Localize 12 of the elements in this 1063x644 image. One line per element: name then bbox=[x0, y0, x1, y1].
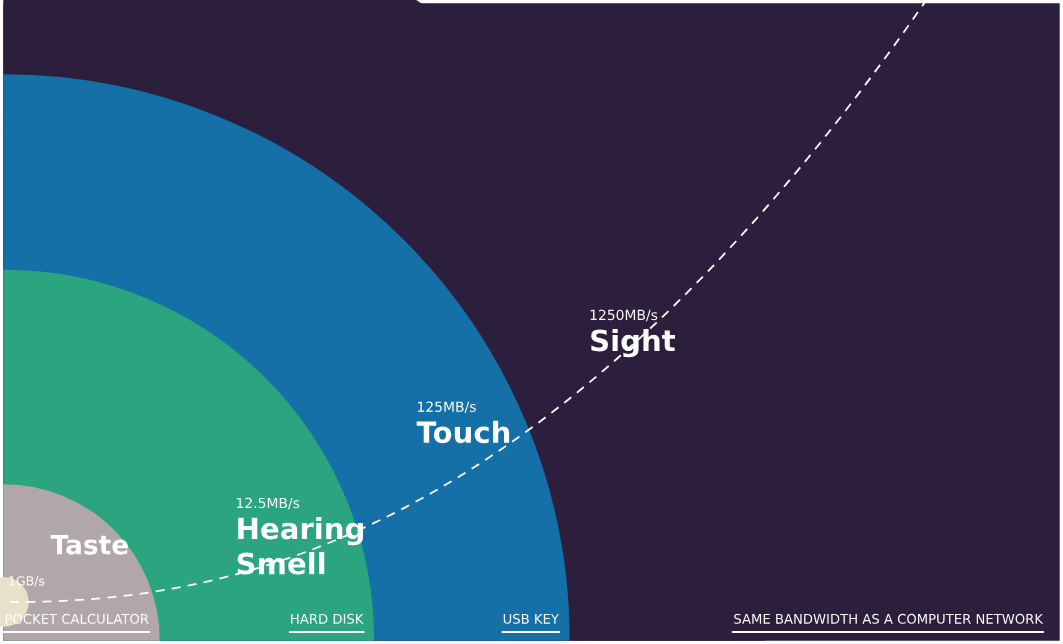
category-label: Touch bbox=[416, 420, 510, 444]
data-label: 1GB/s bbox=[9, 576, 45, 587]
text: USB KEY bbox=[503, 613, 559, 624]
category-label: Sight bbox=[591, 328, 676, 358]
data-label: 125MB/s bbox=[418, 401, 476, 414]
data-label: 12.5MB/s bbox=[237, 497, 300, 510]
text: POCKET CALCULATOR bbox=[5, 613, 149, 624]
text: HARD DISK bbox=[291, 613, 364, 624]
category-label: Hearing Smell bbox=[237, 516, 363, 575]
category-label: Taste bbox=[50, 535, 128, 555]
data-label: 1250MB/s bbox=[590, 309, 658, 322]
text: SAME BANDWIDTH AS A COMPUTER NETWORK bbox=[734, 613, 1044, 624]
